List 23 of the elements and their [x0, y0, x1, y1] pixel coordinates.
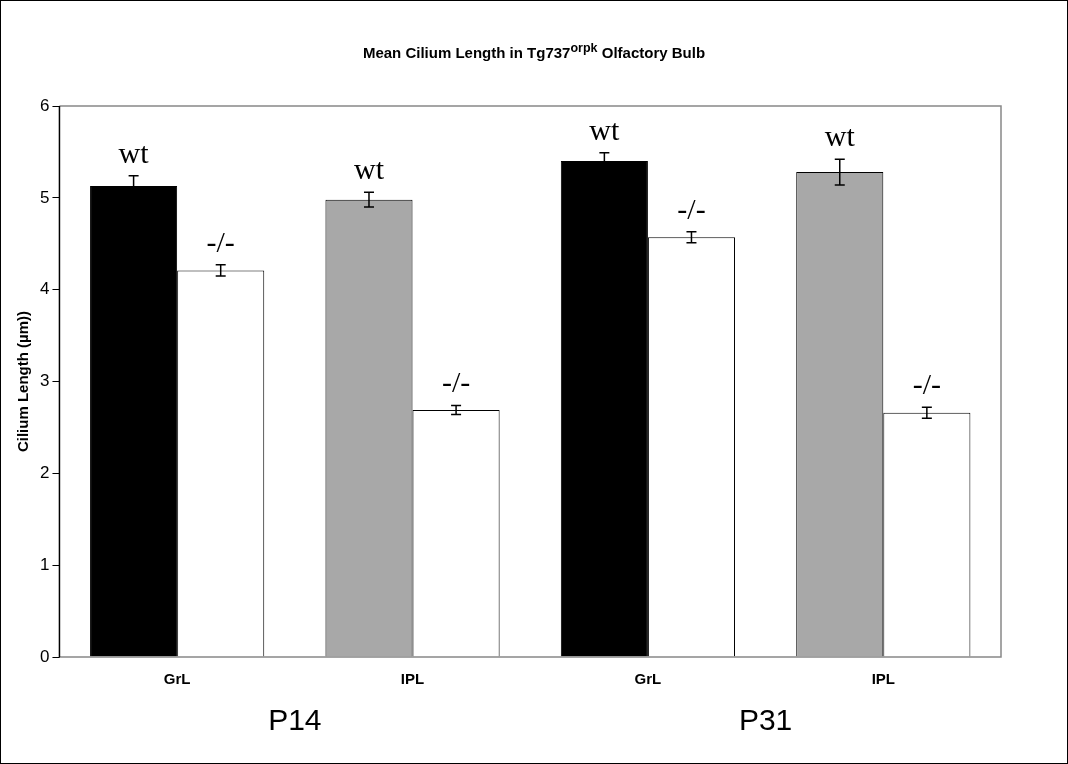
text: -/-	[912, 367, 942, 401]
series-label: wt	[589, 112, 621, 146]
x-tick-label: IPL	[400, 670, 425, 688]
chart-title: Mean Cilium Length in Tg737$^{orpk}$ Olfactory Bulb	[361, 41, 707, 61]
series-label: -/-	[441, 365, 471, 399]
y-tick-label: 0	[39, 646, 50, 666]
x-tick-label: GrL	[634, 670, 662, 688]
text: P31	[738, 703, 793, 737]
text: wt	[353, 152, 384, 186]
y-tick-label: 2	[39, 463, 50, 483]
x-tick-label: IPL	[871, 670, 895, 688]
x-tick-label: GrL	[163, 670, 191, 688]
text: P14	[268, 703, 322, 737]
text: wt	[824, 119, 855, 153]
text: wt	[118, 135, 149, 169]
y-tick-label: 3	[39, 371, 50, 391]
text: -/-	[206, 224, 235, 258]
y-tick-label: 6	[39, 95, 50, 115]
y-axis-title: Cilium Length (µm))	[14, 310, 32, 453]
y-tick-label: 1	[39, 554, 50, 574]
text: -/-	[677, 191, 706, 225]
y-tick-label: 4	[39, 279, 50, 299]
y-tick-label: 5	[39, 187, 50, 207]
